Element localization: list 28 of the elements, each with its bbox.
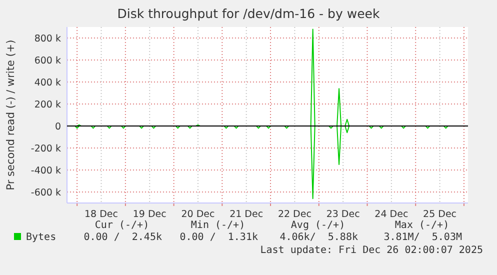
legend-label: Bytes (26, 232, 56, 243)
x-tick-label: 24 Dec (374, 209, 408, 220)
x-tick-label: 25 Dec (423, 209, 457, 220)
x-tick-label: 23 Dec (326, 209, 360, 220)
x-tick-label: 20 Dec (181, 209, 215, 220)
text: 3.81M/ 5.03M (384, 232, 462, 243)
text: Cur (-/+) (94, 220, 150, 231)
text: 0.00 / 2.45k (84, 232, 162, 243)
y-tick-label: 800 k (34, 34, 62, 44)
x-tick-label: 22 Dec (278, 209, 312, 220)
text: 0.00 / 1.31k (180, 232, 258, 243)
text: Avg (-/+) (290, 220, 346, 231)
y-tick-label: -600 k (30, 188, 62, 198)
y-tick-label: 600 k (34, 56, 62, 66)
text: Last update: Fri Dec 26 02:00:07 2025 (260, 245, 483, 256)
x-tick-label: 18 Dec (84, 209, 118, 220)
y-tick-label: 0 (54, 122, 61, 132)
text: Min (-/+) (190, 220, 246, 231)
y-axis-title: Pr second read (-) / write (+) (5, 40, 17, 190)
y-tick-label: 400 k (34, 78, 62, 88)
text: 4.06k/ 5.88k (280, 232, 358, 243)
y-tick-label: 200 k (34, 100, 62, 110)
x-tick-label: 21 Dec (230, 209, 264, 220)
chart-title: Disk throughput for /dev/dm-16 - by week (117, 6, 380, 21)
text: Max (-/+) (394, 220, 450, 231)
y-tick-label: -400 k (30, 166, 62, 176)
x-tick-label: 19 Dec (132, 209, 166, 220)
y-tick-label: -200 k (30, 144, 62, 154)
